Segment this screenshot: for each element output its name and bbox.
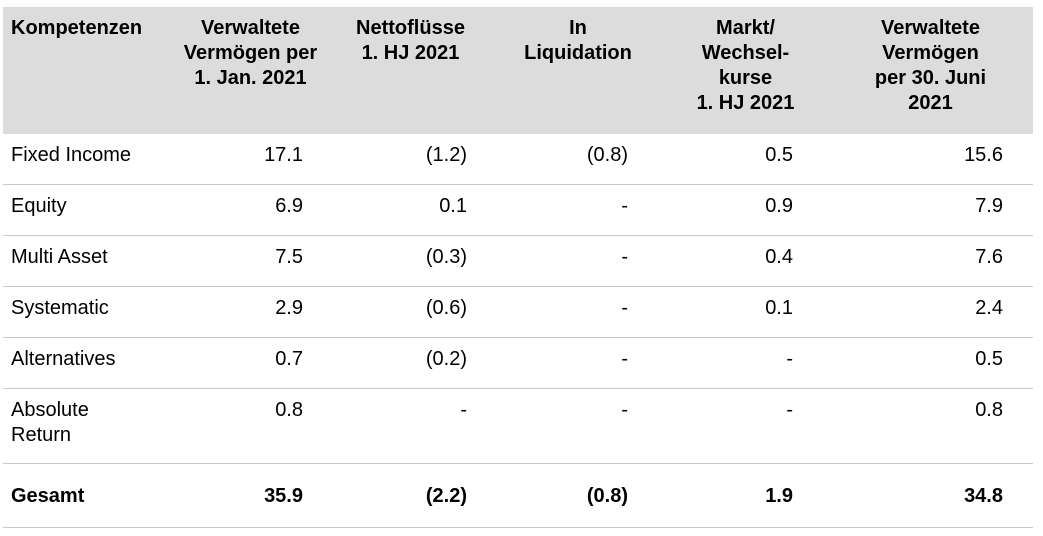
table-row: Systematic 2.9 (0.6) - 0.1 2.4 (3, 287, 1033, 338)
total-aum-jan: 35.9 (264, 485, 303, 507)
table-row: Equity 6.9 0.1 - 0.9 7.9 (3, 185, 1033, 236)
row-label: Multi Asset (11, 246, 108, 268)
header-market-fx: Markt/ Wechsel- kurse 1. HJ 2021 (696, 17, 795, 114)
cell-aum-jan: 6.9 (275, 195, 303, 217)
table-total-row: Gesamt 35.9 (2.2) (0.8) 1.9 34.8 (3, 464, 1033, 528)
table-row: Multi Asset 7.5 (0.3) - 0.4 7.6 (3, 236, 1033, 287)
cell-market-fx: 0.1 (765, 297, 793, 319)
cell-in-liquidation: - (621, 297, 628, 319)
cell-net-flows: (0.3) (425, 246, 467, 268)
table-row: Fixed Income 17.1 (1.2) (0.8) 0.5 15.6 (3, 134, 1033, 185)
cell-net-flows: 0.1 (439, 195, 467, 217)
cell-aum-jan: 7.5 (275, 246, 303, 268)
total-in-liquidation: (0.8) (586, 485, 628, 507)
cell-market-fx: 0.4 (765, 246, 793, 268)
cell-market-fx: - (786, 399, 793, 421)
row-label: Systematic (11, 297, 109, 319)
cell-in-liquidation: - (621, 195, 628, 217)
cell-aum-june: 0.5 (975, 348, 1003, 370)
cell-aum-june: 0.8 (975, 399, 1003, 421)
cell-aum-june: 7.6 (975, 246, 1003, 268)
table-header: Kompetenzen Verwaltete Vermögen per 1. J… (3, 7, 1033, 134)
cell-in-liquidation: (0.8) (586, 144, 628, 166)
table-row: Absolute Return 0.8 - - - 0.8 (3, 389, 1033, 464)
header-aum-june: Verwaltete Vermögen per 30. Juni 2021 (874, 17, 987, 114)
cell-aum-june: 2.4 (975, 297, 1003, 319)
cell-aum-jan: 17.1 (264, 144, 303, 166)
header-in-liquidation: In Liquidation (524, 17, 632, 64)
cell-net-flows: (0.2) (425, 348, 467, 370)
table-row: Alternatives 0.7 (0.2) - - 0.5 (3, 338, 1033, 389)
assets-under-management-table: Kompetenzen Verwaltete Vermögen per 1. J… (3, 7, 1033, 528)
header-net-flows: Nettoflüsse 1. HJ 2021 (356, 17, 465, 64)
total-market-fx: 1.9 (765, 485, 793, 507)
total-net-flows: (2.2) (425, 485, 467, 507)
total-label: Gesamt (11, 485, 85, 507)
total-aum-june: 34.8 (964, 485, 1003, 507)
cell-in-liquidation: - (621, 246, 628, 268)
cell-in-liquidation: - (621, 348, 628, 370)
cell-net-flows: - (460, 399, 467, 421)
header-kompetenzen: Kompetenzen (11, 17, 143, 39)
cell-aum-jan: 0.8 (275, 399, 303, 421)
row-label: Alternatives (11, 348, 116, 370)
cell-market-fx: 0.9 (765, 195, 793, 217)
cell-net-flows: (0.6) (425, 297, 467, 319)
row-label: Absolute Return (11, 399, 89, 446)
cell-market-fx: 0.5 (765, 144, 793, 166)
cell-in-liquidation: - (621, 399, 628, 421)
cell-aum-june: 15.6 (964, 144, 1003, 166)
cell-aum-june: 7.9 (975, 195, 1003, 217)
cell-aum-jan: 2.9 (275, 297, 303, 319)
header-aum-jan: Verwaltete Vermögen per 1. Jan. 2021 (183, 17, 318, 89)
cell-aum-jan: 0.7 (275, 348, 303, 370)
cell-net-flows: (1.2) (425, 144, 467, 166)
cell-market-fx: - (786, 348, 793, 370)
row-label: Equity (11, 195, 67, 217)
row-label: Fixed Income (11, 144, 132, 166)
